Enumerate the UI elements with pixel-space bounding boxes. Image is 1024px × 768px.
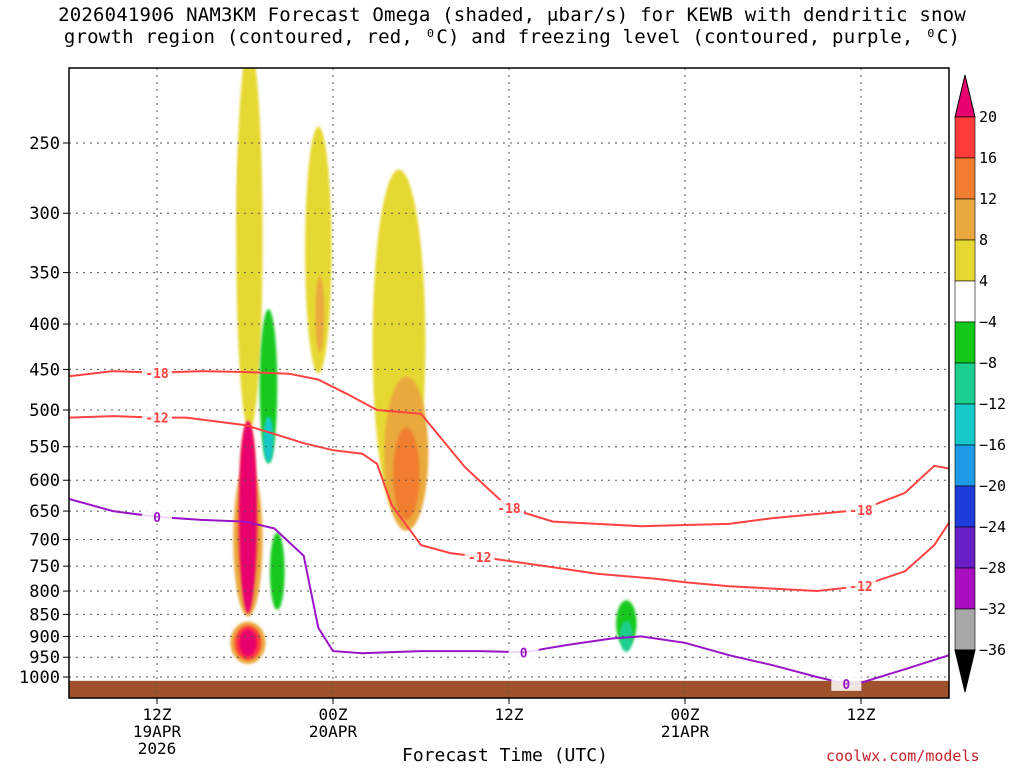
y-axis: 2503003504004505005506006507007508008509…	[19, 134, 69, 688]
y-tick-label: 550	[29, 438, 60, 458]
contour-label-bg	[846, 501, 876, 517]
colorbar-segment	[954, 567, 976, 610]
x-tick-label: 12Z	[495, 705, 524, 724]
colorbar-label: −20	[979, 477, 1006, 495]
omega-cell	[239, 629, 257, 657]
x-tick-label: 00Z	[319, 705, 348, 724]
y-tick-label: 250	[29, 134, 60, 154]
ground-fill	[69, 680, 949, 698]
x-tick-label: 12Z	[143, 705, 172, 724]
y-tick-label: 400	[29, 315, 60, 335]
x-tick-label: 20APR	[309, 722, 358, 741]
y-tick-label: 700	[29, 531, 60, 551]
contour-label-bg	[464, 548, 495, 564]
y-tick-label: 300	[29, 204, 60, 224]
colorbar-segment	[954, 157, 976, 200]
colorbar-label: −32	[979, 600, 1006, 618]
contour-label: -18	[497, 502, 521, 517]
contour-label: 0	[520, 646, 528, 661]
contour-freezing_level	[69, 498, 949, 685]
colorbar-label: 16	[979, 149, 997, 167]
colorbar-under-arrow	[954, 649, 976, 693]
y-tick-label: 450	[29, 360, 60, 380]
contour-label-bg	[508, 644, 539, 660]
y-tick-label: 850	[29, 605, 60, 625]
x-tick-label: 21APR	[661, 722, 710, 741]
colorbar-label: −8	[979, 354, 997, 372]
colorbar: 20 16 12 8 4 −4 −8 −12 −16 −20 −24 −28 −32 −36	[954, 74, 1006, 693]
colorbar-segment	[954, 608, 976, 651]
y-tick-label: 900	[29, 627, 60, 647]
colorbar-segment	[954, 485, 976, 528]
y-tick-label: 350	[29, 264, 60, 284]
contour-label-bg	[142, 508, 172, 524]
omega-cell	[239, 420, 257, 614]
y-tick-label: 650	[29, 502, 60, 522]
y-tick-label: 600	[29, 471, 60, 491]
colorbar-segment	[954, 444, 976, 487]
ground-layer	[69, 680, 949, 698]
omega-cell	[305, 126, 332, 374]
omega-cell	[259, 309, 278, 464]
omega-cell	[393, 427, 420, 520]
contour-label: 0	[842, 678, 850, 693]
colorbar-segment	[954, 362, 976, 405]
x-axis-title: Forecast Time (UTC)	[402, 745, 608, 766]
colorbar-segment	[954, 239, 976, 282]
contour-label: -12	[849, 580, 872, 595]
x-tick-label: 2026	[138, 739, 177, 758]
y-tick-label: 500	[29, 401, 60, 421]
contour-label-bg	[846, 578, 876, 594]
colorbar-label: −24	[979, 518, 1006, 536]
contour-label: -18	[145, 367, 169, 382]
colorbar-label: 4	[979, 272, 988, 290]
contour-label: -18	[849, 504, 873, 519]
omega-cell	[619, 621, 633, 652]
x-tick-label: 00Z	[671, 705, 700, 724]
colorbar-segment	[954, 280, 976, 323]
omega-cell	[263, 416, 274, 463]
colorbar-segment	[954, 526, 976, 569]
y-tick-label: 800	[29, 582, 60, 602]
colorbar-segment	[954, 403, 976, 446]
contour-label-bg	[142, 409, 172, 425]
contour-label-bg	[142, 364, 172, 380]
omega-cell	[236, 68, 263, 431]
chart-title-line2: growth region (contoured, red, ⁰C) and f…	[63, 26, 961, 48]
colorbar-label: −36	[979, 641, 1006, 659]
colorbar-label: −4	[979, 313, 997, 331]
omega-shading	[230, 68, 637, 664]
chart-title: 2026041906 NAM3KM Forecast Omega (shaded…	[0, 4, 1024, 48]
omega-cell	[269, 532, 285, 610]
contour-label-bg	[494, 500, 524, 516]
contour-label: -12	[468, 551, 491, 566]
watermark: coolwx.com/models	[826, 747, 980, 765]
colorbar-label: 8	[979, 231, 988, 249]
contour-label: 0	[153, 511, 161, 526]
colorbar-over-arrow	[954, 74, 976, 118]
x-tick-label: 12Z	[847, 705, 876, 724]
y-tick-label: 750	[29, 557, 60, 577]
colorbar-segment	[954, 116, 976, 159]
y-tick-label: 1000	[19, 668, 60, 688]
grid-lines	[69, 68, 949, 698]
y-tick-label: 950	[29, 648, 60, 668]
colorbar-label: −16	[979, 436, 1006, 454]
contour-label-bg	[831, 675, 862, 691]
colorbar-segment	[954, 321, 976, 364]
colorbar-label: −12	[979, 395, 1006, 413]
colorbar-label: 20	[979, 108, 997, 126]
colorbar-label: 12	[979, 190, 997, 208]
chart-title-line1: 2026041906 NAM3KM Forecast Omega (shaded…	[58, 4, 966, 26]
omega-cell	[315, 275, 325, 353]
contour-label: -12	[145, 412, 168, 427]
contour-lines: -18 -18 -18 -12 -12 -12 0 0 0	[69, 364, 949, 693]
colorbar-label: −28	[979, 559, 1006, 577]
x-tick-label: 19APR	[133, 722, 182, 741]
colorbar-segment	[954, 198, 976, 241]
